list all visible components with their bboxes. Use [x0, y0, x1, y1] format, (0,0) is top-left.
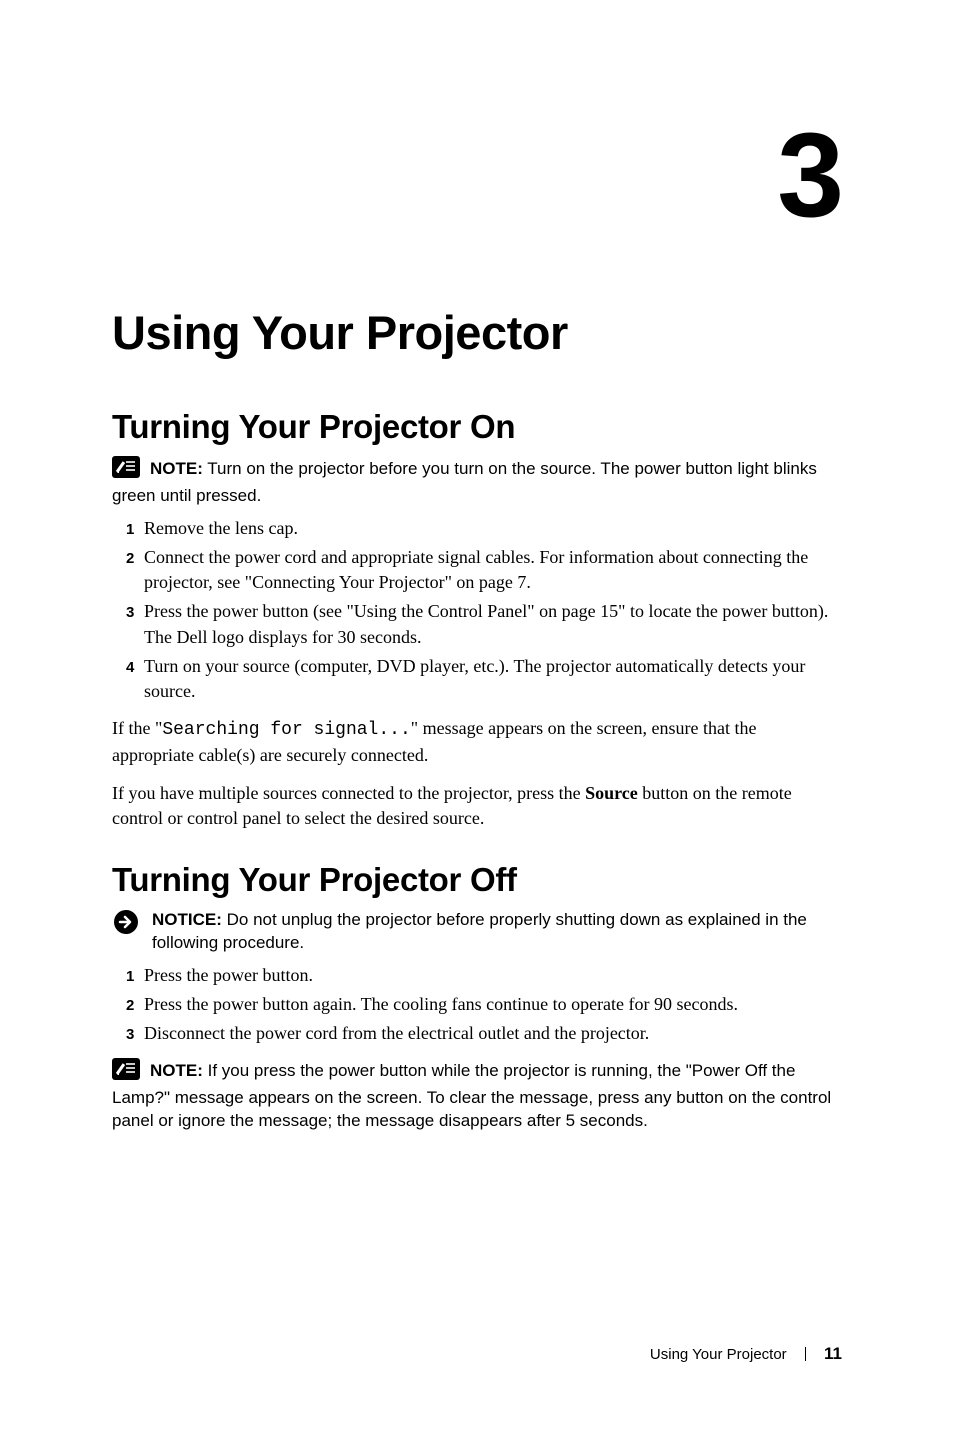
- arrow-circle-notice-icon: [112, 909, 140, 940]
- notice-label: NOTICE:: [152, 910, 222, 929]
- section-title-off: Turning Your Projector Off: [112, 861, 842, 899]
- list-item: 3 Press the power button (see "Using the …: [126, 599, 842, 649]
- step-list-off: 1 Press the power button. 2 Press the powe…: [126, 963, 842, 1047]
- page-container: 3 Using Your Projector Turning Your Proj…: [0, 0, 954, 1201]
- note-off: NOTE: If you press the power button whil…: [112, 1058, 842, 1133]
- step-text: Press the power button.: [144, 965, 313, 985]
- list-item: 2 Connect the power cord and appropriate …: [126, 545, 842, 595]
- note-text-off: If you press the power button while the …: [112, 1061, 831, 1130]
- section-title-on: Turning Your Projector On: [112, 408, 842, 446]
- step-text: Connect the power cord and appropriate s…: [144, 547, 808, 592]
- note-on: NOTE: Turn on the projector before you t…: [112, 456, 842, 508]
- list-item: 1 Remove the lens cap.: [126, 516, 842, 541]
- list-item: 2 Press the power button again. The cooli…: [126, 992, 842, 1017]
- note-label: NOTE:: [150, 1061, 203, 1080]
- footer-separator: [805, 1347, 806, 1361]
- p2a: If you have multiple sources connected t…: [112, 783, 585, 803]
- note-text-on: Turn on the projector before you turn on…: [112, 459, 817, 505]
- chapter-number: 3: [112, 115, 842, 235]
- step-number: 4: [126, 657, 134, 678]
- step-number: 3: [126, 602, 134, 623]
- footer-text: Using Your Projector: [650, 1346, 787, 1363]
- step-number: 2: [126, 995, 134, 1016]
- pencil-note-icon: [112, 456, 140, 485]
- step-number: 1: [126, 966, 134, 987]
- list-item: 4 Turn on your source (computer, DVD play…: [126, 654, 842, 704]
- step-number: 2: [126, 548, 134, 569]
- step-text: Remove the lens cap.: [144, 518, 298, 538]
- step-list-on: 1 Remove the lens cap. 2 Connect the power…: [126, 516, 842, 704]
- notice-off: NOTICE: Do not unplug the projector befo…: [112, 909, 842, 955]
- paragraph-source: If you have multiple sources connected t…: [112, 781, 842, 831]
- step-text: Turn on your source (computer, DVD playe…: [144, 656, 805, 701]
- code-text: Searching for signal...: [162, 720, 410, 740]
- paragraph-signal: If the "Searching for signal..." message…: [112, 716, 842, 768]
- notice-text: Do not unplug the projector before prope…: [152, 910, 807, 952]
- list-item: 3 Disconnect the power cord from the elec…: [126, 1021, 842, 1046]
- page-footer: Using Your Projector 11: [650, 1344, 842, 1364]
- step-number: 3: [126, 1024, 134, 1045]
- notice-text-wrap: NOTICE: Do not unplug the projector befo…: [152, 909, 842, 955]
- step-text: Disconnect the power cord from the elect…: [144, 1023, 649, 1043]
- list-item: 1 Press the power button.: [126, 963, 842, 988]
- pencil-note-icon: [112, 1058, 140, 1087]
- step-number: 1: [126, 519, 134, 540]
- source-bold: Source: [585, 783, 638, 803]
- p1a: If the ": [112, 718, 162, 738]
- footer-page-number: 11: [824, 1344, 842, 1363]
- chapter-title: Using Your Projector: [112, 305, 842, 360]
- step-text: Press the power button (see "Using the C…: [144, 601, 828, 646]
- step-text: Press the power button again. The coolin…: [144, 994, 738, 1014]
- note-label: NOTE:: [150, 459, 203, 478]
